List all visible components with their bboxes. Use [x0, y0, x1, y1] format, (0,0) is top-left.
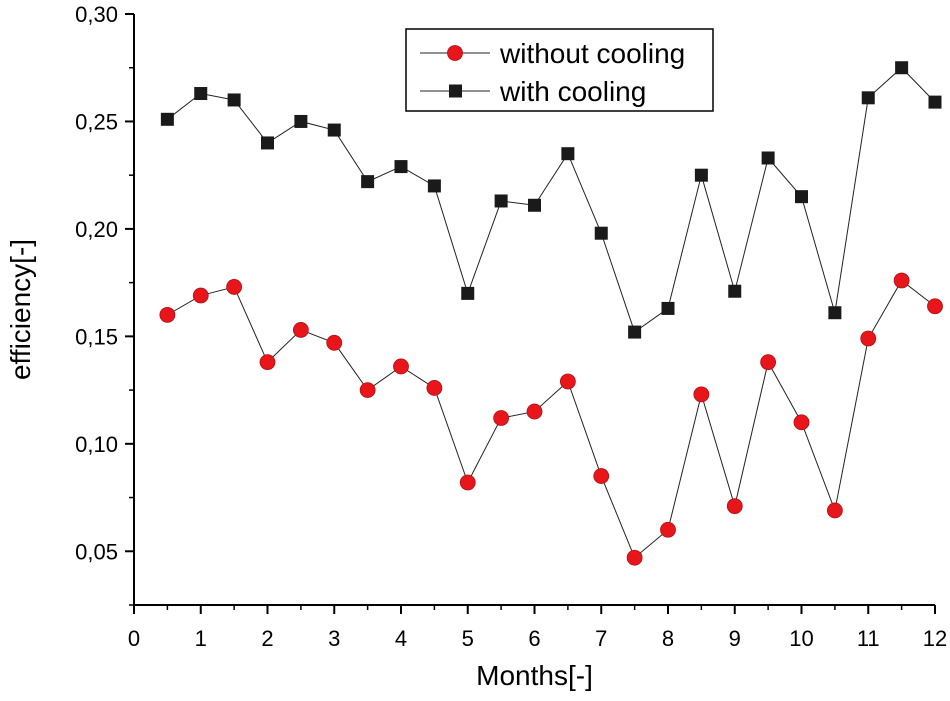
- data-point: [359, 382, 376, 398]
- x-tick-label: 8: [662, 626, 674, 651]
- x-axis-title: Months[-]: [476, 660, 593, 691]
- data-point: [292, 322, 309, 338]
- legend-label: with cooling: [499, 76, 646, 107]
- data-point: [259, 354, 276, 371]
- data-point: [361, 175, 375, 189]
- x-tick-label: 7: [595, 626, 607, 651]
- data-point: [526, 403, 543, 420]
- data-point: [561, 147, 575, 161]
- data-point: [294, 114, 308, 128]
- x-tick-label: 11: [857, 626, 880, 651]
- data-point: [660, 521, 676, 538]
- x-tick-label: 6: [528, 626, 540, 651]
- data-point: [761, 151, 775, 165]
- data-point: [895, 61, 909, 75]
- data-point: [393, 358, 409, 375]
- x-tick-label: 2: [261, 626, 273, 651]
- y-tick-label: 0,10: [75, 432, 118, 457]
- data-point: [828, 306, 842, 320]
- x-tick-label: 1: [195, 626, 207, 651]
- data-point: [693, 386, 710, 403]
- data-point: [559, 373, 576, 390]
- data-point: [860, 330, 877, 347]
- data-point: [459, 474, 476, 491]
- data-point: [326, 334, 343, 351]
- series-with-cooling: [160, 61, 942, 339]
- y-axis-title: efficiency[-]: [5, 239, 36, 380]
- data-point: [661, 301, 675, 315]
- data-point: [159, 306, 176, 323]
- x-tick-label: 5: [462, 626, 474, 651]
- data-point: [760, 354, 777, 371]
- data-point: [461, 286, 475, 300]
- legend-item: without cooling: [420, 38, 685, 69]
- series-layer: [159, 61, 943, 566]
- data-point: [528, 198, 541, 212]
- x-tick-label: 10: [789, 626, 813, 651]
- data-point: [261, 136, 274, 150]
- data-point: [427, 179, 441, 193]
- legend: without cooling with cooling: [405, 28, 714, 112]
- series-line: [167, 279, 936, 559]
- data-point: [594, 226, 608, 240]
- data-point: [628, 325, 642, 339]
- y-tick-label: 0,30: [75, 2, 118, 27]
- y-tick-label: 0,25: [75, 109, 118, 134]
- legend-marker: [449, 84, 462, 98]
- data-point: [160, 112, 174, 126]
- legend-marker: [447, 45, 463, 61]
- data-point: [726, 498, 743, 515]
- data-point: [795, 190, 808, 204]
- data-point: [593, 468, 610, 484]
- x-tick-label: 12: [923, 626, 947, 651]
- x-tick-label: 9: [729, 626, 741, 651]
- data-point: [793, 414, 810, 431]
- legend-label: without cooling: [499, 38, 685, 69]
- data-point: [626, 549, 643, 566]
- data-point: [327, 123, 341, 137]
- y-tick-label: 0,20: [75, 217, 118, 242]
- series-without-cooling: [159, 272, 943, 566]
- x-tick-label: 3: [328, 626, 340, 651]
- x-tick-label: 0: [128, 626, 140, 651]
- data-point: [861, 91, 875, 105]
- data-point: [394, 160, 408, 174]
- data-point: [893, 272, 910, 289]
- data-point: [194, 87, 208, 101]
- data-point: [728, 284, 742, 298]
- data-point: [227, 93, 241, 107]
- data-point: [226, 279, 243, 295]
- y-tick-label: 0,15: [75, 324, 118, 349]
- data-point: [927, 298, 943, 315]
- data-point: [826, 502, 843, 519]
- data-point: [493, 410, 510, 426]
- axes: 0 1 2 3 4 5 6 7 8 9 10 11 120,050,100,150,200,250,30…: [5, 2, 947, 691]
- legend-item: with cooling: [420, 76, 646, 107]
- data-point: [426, 380, 443, 396]
- data-point: [928, 95, 942, 109]
- data-point: [494, 194, 508, 208]
- data-point: [192, 287, 209, 304]
- y-tick-label: 0,05: [75, 539, 118, 564]
- x-tick-label: 4: [395, 626, 407, 651]
- data-point: [694, 168, 708, 182]
